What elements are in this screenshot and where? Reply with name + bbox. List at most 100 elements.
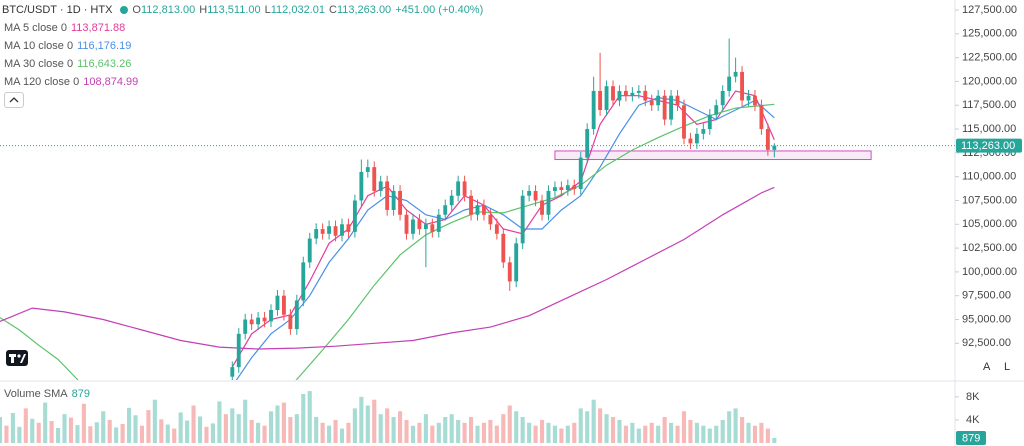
volume-bar	[307, 391, 312, 443]
candle-body	[443, 205, 448, 215]
volume-bar	[114, 427, 119, 443]
volume-bar	[630, 422, 635, 443]
volume-bar	[256, 422, 261, 443]
legend-name: MA 120 close 0	[4, 76, 80, 88]
zone-rectangle	[554, 150, 872, 161]
collapse-button[interactable]	[4, 92, 24, 108]
ohlc-l: 112,032.01	[270, 4, 325, 16]
volume-bar	[178, 412, 183, 443]
volume-bar	[404, 419, 409, 443]
ma-line	[0, 103, 775, 380]
volume-bar	[720, 419, 725, 443]
volume-bar	[68, 417, 74, 443]
volume-bar	[352, 408, 357, 443]
candle-body	[630, 92, 635, 96]
volume-bar	[120, 423, 125, 443]
candle-body	[688, 138, 693, 144]
volume-bar	[249, 419, 254, 443]
candle-body	[449, 195, 454, 206]
last-price-tag	[956, 138, 1022, 153]
candle-body	[617, 90, 622, 101]
volume-bar	[688, 419, 693, 443]
volume-bar	[694, 422, 699, 443]
candle-body	[436, 214, 441, 232]
ohlc-h: 113,511.00	[207, 4, 261, 16]
volume-bar	[585, 411, 590, 443]
candle-body	[372, 167, 377, 191]
candle-body	[675, 95, 680, 106]
candle-body	[307, 238, 312, 263]
ohlc-o-label: O	[132, 4, 141, 16]
volume-bar	[56, 428, 61, 443]
volume-bar	[488, 419, 493, 443]
change: +451.00 (+0.40%)	[395, 4, 484, 16]
candle-body	[591, 90, 596, 130]
volume-bar	[475, 425, 480, 443]
symbol: BTC/USDT · 1D · HTX	[2, 4, 113, 16]
candle-body	[243, 319, 248, 334]
volume-bar	[294, 414, 299, 443]
candle-body	[662, 95, 667, 120]
candle-body	[772, 145, 777, 150]
volume-bar	[436, 422, 441, 443]
volume-bar	[565, 425, 570, 443]
volume-bar	[243, 399, 248, 443]
volume-bar	[30, 418, 35, 443]
y-tick-label: 120,000.00	[962, 75, 1017, 87]
candle-body	[733, 71, 738, 77]
legend-name: MA 5 close 0	[4, 22, 67, 34]
y-tick-label: 110,000.00	[962, 171, 1016, 183]
volume-bar	[714, 425, 719, 443]
y-tick-label: 107,500.00	[962, 194, 1017, 206]
volume-bar	[746, 422, 751, 443]
volume-bar	[49, 421, 54, 443]
volume-bar	[430, 425, 435, 443]
candle-body	[552, 187, 557, 191]
candle-body	[720, 90, 725, 106]
volume-bar	[539, 419, 545, 443]
volume-bar	[456, 419, 461, 443]
legend-entry: MA 120 close 0 108,874.99	[2, 74, 145, 90]
y-tick-label: 95,000.00	[962, 313, 1011, 325]
auto-scale-button[interactable]: A	[983, 361, 991, 373]
volume-bar	[501, 414, 506, 443]
volume-bar	[4, 425, 9, 443]
price-axis: 127,500.00 125,000.00 122,500.00 120,000.00…	[955, 4, 1022, 445]
volume-bar	[230, 408, 235, 443]
legend-value: 116,643.26	[77, 58, 132, 70]
volume-bar	[733, 408, 738, 443]
volume-bar	[591, 399, 596, 443]
volume-bar	[610, 417, 616, 443]
candle-body	[527, 190, 532, 196]
candle-body	[546, 190, 551, 215]
candle-body	[604, 86, 609, 110]
log-scale-button[interactable]: L	[1004, 361, 1011, 373]
volume-bar	[636, 428, 641, 443]
volume-bar	[423, 414, 428, 443]
candle-body	[391, 190, 396, 210]
tv-logo	[6, 350, 28, 366]
candle-body	[398, 190, 403, 215]
candle-body	[314, 229, 319, 239]
y-tick-label: 100,000.00	[962, 266, 1017, 278]
volume-bar	[210, 423, 216, 443]
legend-name: MA 10 close 0	[4, 40, 74, 52]
legend-value: 113,871.88	[70, 22, 126, 34]
candle-body	[294, 300, 299, 330]
volume-name: Volume SMA	[4, 388, 68, 400]
volume-bar	[191, 405, 196, 443]
candle-body	[378, 181, 383, 191]
legend-entry: MA 30 close 0 116,643.26	[2, 56, 138, 72]
volume-bar	[275, 405, 280, 443]
y-tick-label: 105,000.00	[962, 218, 1017, 230]
candle-body	[707, 114, 712, 130]
volume-bar	[197, 416, 203, 443]
ohlc-o: 112,813.00	[140, 4, 196, 16]
candle-body	[669, 95, 674, 120]
candle-body	[572, 185, 577, 190]
volume-bar	[656, 425, 661, 443]
volume-bar	[468, 417, 474, 443]
volume-bar	[494, 425, 499, 443]
candle-body	[404, 214, 409, 234]
